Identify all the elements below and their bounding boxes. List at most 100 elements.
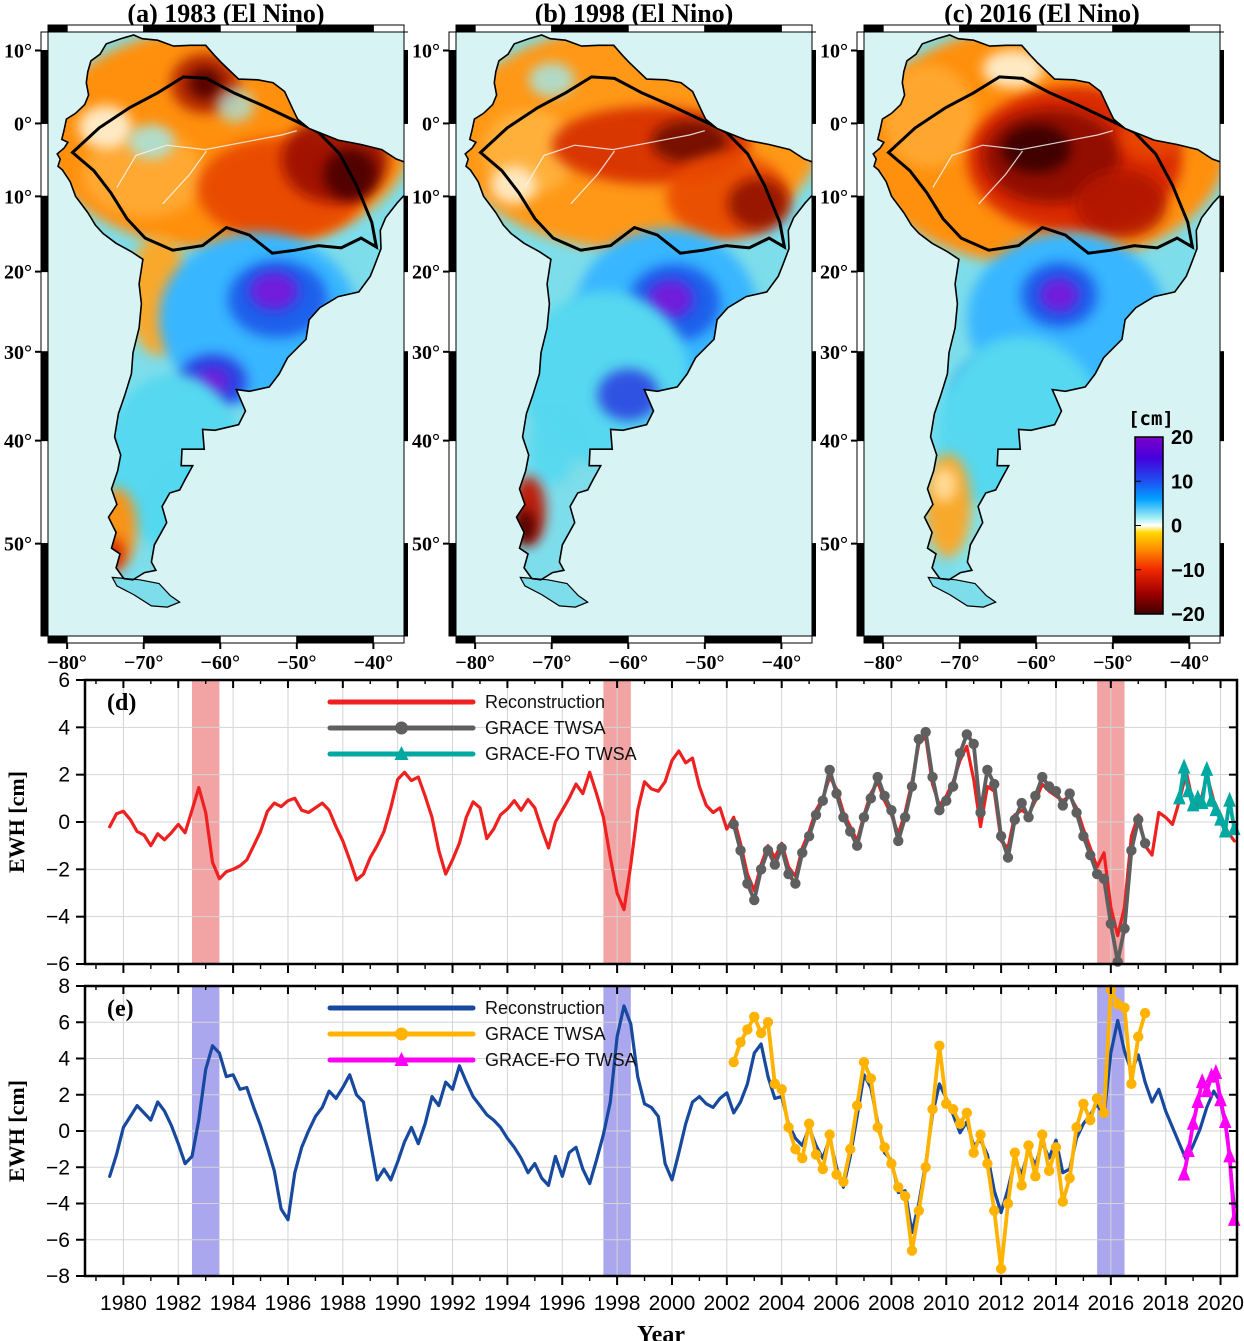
- map-b: (b) 1998 (El Nino) −80° −70° −60° −50° −40° 10…: [412, 0, 816, 672]
- marker-circle: [913, 1205, 925, 1216]
- marker-circle: [742, 878, 753, 889]
- marker-circle: [1064, 788, 1075, 799]
- amazon-basin-contour: [886, 75, 1195, 255]
- y-tick-label: −4: [46, 1193, 70, 1216]
- marker-circle: [1009, 814, 1021, 825]
- map-frame-segment: [40, 271, 49, 353]
- map-frame-segment: [627, 635, 706, 644]
- marker-circle: [865, 1073, 877, 1084]
- marker-circle: [1030, 1171, 1041, 1182]
- map-frame-segment: [219, 24, 298, 33]
- marker-circle: [872, 771, 883, 783]
- y-tick-label: 6: [58, 672, 70, 692]
- legend-label: Reconstruction: [485, 692, 605, 712]
- map-frame-segment: [474, 24, 553, 33]
- marker-circle: [838, 812, 849, 823]
- panel-d-chart: 6 4 2 0 −2 −4 −6 EWH [cm] (d) Reconstruction GRACE…: [0, 672, 1244, 974]
- map-frame-segment: [403, 543, 408, 637]
- marker-circle: [783, 868, 794, 880]
- marker-circle: [975, 807, 986, 818]
- marker-circle: [851, 1100, 863, 1111]
- marker-circle: [755, 864, 767, 875]
- map-frame-segment: [811, 31, 816, 51]
- map-a: (a) 1983 (El Nino) −80° −70° −60° −50° −40° 10…: [4, 0, 408, 672]
- map-frame-segment: [143, 635, 221, 644]
- x-tick-label: 2014: [1033, 1292, 1080, 1315]
- map-frame-segment: [40, 195, 49, 273]
- map-frame-segment: [296, 24, 374, 33]
- marker-circle: [899, 812, 911, 823]
- lon-tick-label: −60°: [1017, 652, 1056, 672]
- x-tick-label: 1992: [429, 1292, 476, 1315]
- lat-tick-label: 10°: [820, 40, 848, 62]
- anomaly-region: [647, 279, 694, 318]
- series-grace-twsa: [728, 984, 1151, 1274]
- colorbar: [cm]20 10 0 −10 −20: [1128, 408, 1205, 626]
- lon-tick-label: −80°: [47, 652, 86, 672]
- y-tick-label: 0: [58, 1120, 70, 1143]
- marker-circle: [947, 781, 959, 792]
- map-frame-segment: [448, 49, 457, 124]
- x-axis-title: Year: [637, 1322, 685, 1341]
- marker-circle: [1078, 831, 1089, 842]
- marker-circle: [1037, 1129, 1048, 1140]
- marker-circle: [968, 1147, 979, 1158]
- marker-circle: [879, 1142, 890, 1153]
- marker-triangle: [1218, 822, 1232, 838]
- map-frame-segment: [811, 351, 816, 442]
- map-frame-segment: [1188, 24, 1221, 33]
- map-frame-segment: [40, 351, 49, 442]
- marker-triangle: [1186, 1114, 1200, 1130]
- marker-circle: [1057, 800, 1069, 811]
- marker-circle: [941, 795, 952, 806]
- y-tick-label: −6: [46, 1229, 70, 1252]
- y-tick-label: 4: [58, 1048, 70, 1071]
- lon-tick-label: −80°: [455, 652, 494, 672]
- marker-circle: [1133, 814, 1144, 825]
- marker-circle: [934, 1040, 945, 1052]
- marker-circle: [1091, 1093, 1103, 1104]
- legend-item-reconstruction: Reconstruction: [327, 998, 605, 1018]
- y-tick-label: −2: [46, 1156, 70, 1179]
- map-frame-segment: [780, 635, 813, 644]
- marker-circle: [961, 1107, 973, 1119]
- marker-circle: [776, 1084, 787, 1095]
- marker-circle: [797, 1152, 808, 1164]
- map-frame-segment: [856, 31, 865, 51]
- x-tick-label: 1988: [319, 1292, 366, 1315]
- panel-label: (e): [107, 996, 134, 1022]
- marker-circle: [1016, 797, 1027, 809]
- anomaly-region: [249, 272, 299, 311]
- marker-circle: [1126, 845, 1137, 856]
- anomaly-region: [128, 124, 175, 159]
- lon-tick-label: −80°: [863, 652, 902, 672]
- map-frame-segment: [40, 440, 49, 545]
- series-grace-fo-twsa: [1177, 1064, 1241, 1226]
- marker-circle: [893, 835, 904, 847]
- chart-d-svg: 6 4 2 0 −2 −4 −6 EWH [cm] (d) Reconstruction GRACE…: [4, 672, 1241, 974]
- y-tick-label: 8: [58, 975, 70, 998]
- marker-circle: [1057, 1196, 1069, 1207]
- lon-tick-label: −40°: [1170, 652, 1209, 672]
- map-frame-segment: [863, 24, 884, 33]
- coastline: [464, 34, 816, 581]
- x-tick-label: 2016: [1087, 1292, 1134, 1315]
- marker-circle: [886, 804, 897, 816]
- marker-circle: [1002, 852, 1014, 863]
- marker-triangle: [1195, 1073, 1209, 1089]
- marker-circle: [824, 764, 835, 776]
- map-frame-segment: [474, 635, 553, 644]
- map-frame-segment: [403, 440, 408, 545]
- y-tick-label: 2: [58, 1084, 70, 1107]
- map-frame-segment: [1112, 24, 1190, 33]
- x-tick-label: 2000: [649, 1292, 696, 1315]
- marker-circle: [831, 1169, 842, 1180]
- lat-tick-label: 0°: [14, 113, 32, 135]
- marker-circle: [755, 1027, 767, 1039]
- marker-circle: [810, 1149, 822, 1160]
- marker-circle: [1098, 1107, 1110, 1119]
- marker-circle: [1112, 956, 1123, 967]
- marker-circle: [934, 804, 945, 816]
- anomaly-region: [528, 415, 575, 485]
- colorbar-tick-label: −10: [1171, 560, 1205, 582]
